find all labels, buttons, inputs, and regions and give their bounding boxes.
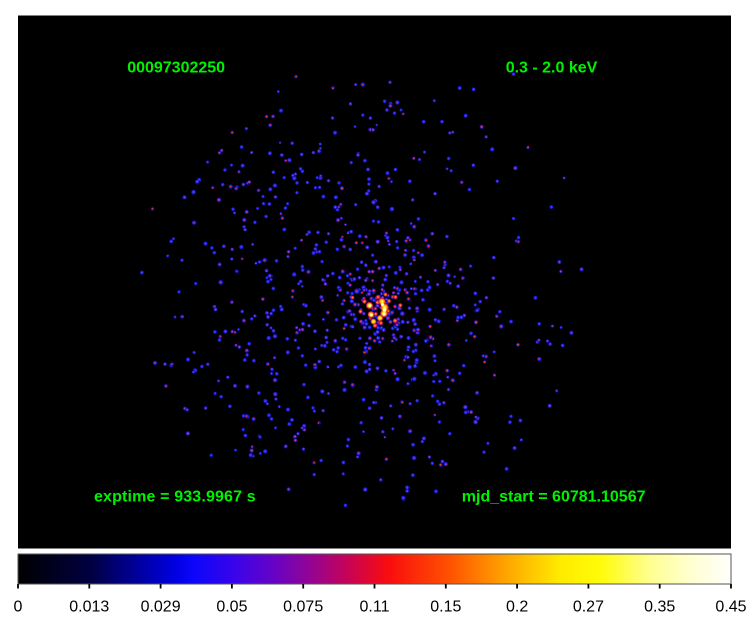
svg-text:0.27: 0.27: [573, 599, 604, 616]
svg-text:0.3 - 2.0 keV: 0.3 - 2.0 keV: [506, 60, 598, 77]
svg-text:0.075: 0.075: [283, 599, 323, 616]
svg-text:0.05: 0.05: [216, 599, 247, 616]
svg-text:0: 0: [14, 599, 23, 616]
svg-text:00097302250: 00097302250: [127, 60, 225, 77]
svg-text:0.029: 0.029: [141, 599, 181, 616]
svg-text:0.15: 0.15: [430, 599, 461, 616]
svg-text:0.35: 0.35: [644, 599, 675, 616]
svg-text:0.11: 0.11: [360, 599, 390, 616]
svg-text:mjd_start = 60781.10567: mjd_start = 60781.10567: [462, 489, 646, 506]
svg-text:0.013: 0.013: [69, 599, 109, 616]
svg-text:exptime = 933.9967 s: exptime = 933.9967 s: [94, 489, 256, 506]
svg-text:0.2: 0.2: [506, 599, 528, 616]
svg-text:0.45: 0.45: [715, 599, 746, 616]
